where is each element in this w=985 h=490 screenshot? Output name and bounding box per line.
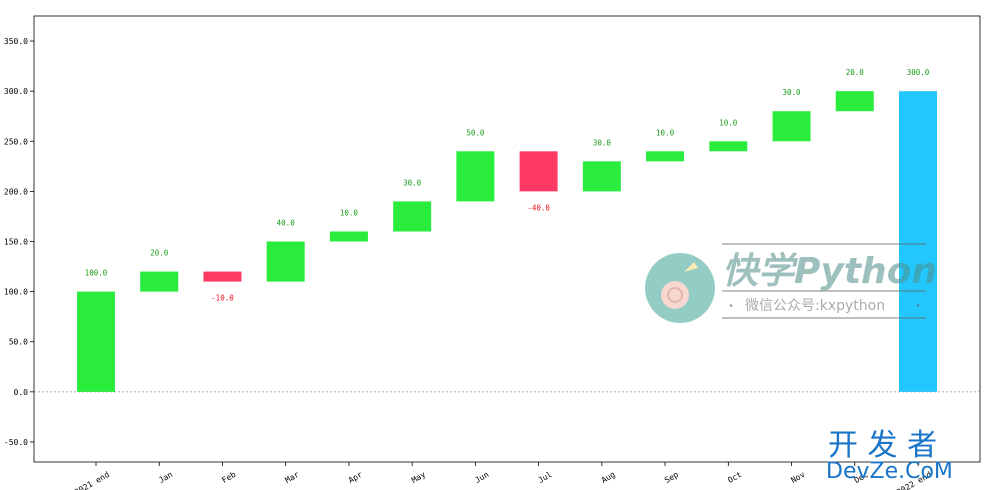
bar [646,151,685,162]
bar [772,111,811,142]
bar-value-label: 10.0 [340,208,359,217]
watermark-sub-text: 微信公众号:kxpython [745,298,885,314]
bar-value-label: 20.0 [150,249,169,258]
x-tick-label: Aug [600,470,617,485]
y-axis: -50.0 0.0 50.0 100.0 150.0 200.0 250.0 300.0 350… [4,37,34,447]
y-tick-label: 200.0 [4,187,28,196]
bars-group [77,91,937,392]
x-tick-label: Feb [220,470,237,485]
bar [393,201,432,232]
x-tick-label: Apr [347,470,364,485]
bar [140,271,179,292]
bar-value-label: 50.0 [466,128,485,137]
bar [582,161,621,192]
bar-labels-group: 100.0 20.0 -10.0 40.0 10.0 30.0 50.0 -40.0 30.0 1… [85,68,930,302]
y-tick-label: 0.0 [14,388,29,397]
bar-value-label: 100.0 [85,269,108,278]
x-tick-label: 2021 end [73,470,111,490]
bar [835,91,874,112]
y-tick-label: 250.0 [4,137,28,146]
bar [203,271,242,282]
y-tick-label: 50.0 [9,338,28,347]
bar-value-label: 30.0 [783,88,802,97]
bar [77,291,115,392]
bar [519,151,558,192]
svg-text:•: • [728,301,734,312]
bar-value-label: 10.0 [656,128,675,137]
x-axis: 2021 end Jan Feb Mar Apr May Jun Jul Aug Sep Oct No… [73,462,933,490]
bar [709,141,748,152]
y-tick-label: 100.0 [4,288,28,297]
bar-value-label: 30.0 [593,138,612,147]
corner-watermark: 开 发 者 DevZe.CoM [826,428,953,484]
y-tick-label: 300.0 [4,87,28,96]
bar-value-label: -40.0 [527,203,550,212]
y-tick-label: 150.0 [4,238,28,247]
corner-watermark-line2: DevZe.CoM [826,459,953,484]
x-tick-label: Sep [663,470,680,485]
x-tick-label: May [410,470,427,485]
y-tick-label: 350.0 [4,37,28,46]
x-tick-label: Jun [473,470,490,485]
bar-value-label: 300.0 [907,68,930,77]
bar [456,151,495,202]
plot-frame [33,15,981,463]
x-tick-label: Oct [726,470,743,485]
bar-value-label: 30.0 [403,178,422,187]
bar-value-label: 40.0 [277,219,296,228]
bar-value-label: -10.0 [211,294,234,303]
watermark-logo: 快学Python • 微信公众号:kxpython • [645,243,937,323]
x-tick-label: Jan [157,470,174,485]
bar-value-label: 20.0 [846,68,865,77]
svg-text:•: • [915,301,921,312]
y-tick-label: -50.0 [4,438,28,447]
corner-watermark-line1: 开 发 者 [828,428,937,463]
x-tick-label: Nov [790,470,807,485]
bar [899,91,937,392]
watermark-main-text: 快学Python [722,251,937,292]
bar-value-label: 10.0 [719,118,738,127]
x-tick-label: Mar [284,470,301,485]
bar [266,241,305,282]
bar [329,231,368,242]
x-tick-label: Jul [537,470,554,485]
